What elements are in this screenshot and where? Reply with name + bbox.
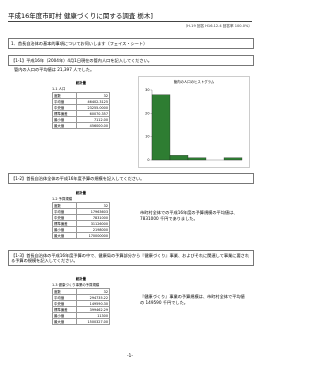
y-tick-label: 10 [145, 135, 149, 139]
table-label: 1-2 予算規模 [52, 197, 73, 201]
y-tick-label: 0 [147, 158, 149, 162]
table: 度数 32 平均値 294735.22 中央値 149590.30 標準偏差 399462.2… [52, 288, 111, 325]
table-caption: 統計量 [75, 81, 87, 85]
table: 度数 32 平均値 17963603 中央値 7831000 標準偏差 31126000 最小値… [51, 202, 110, 239]
title-rule [8, 21, 252, 22]
question: 【1-1】平成16年（2004年）4月1日現在の管内人口を記入してください。 [8, 55, 254, 66]
cell-label: 最大値 [51, 232, 78, 239]
cell-value: 1500327.00 [75, 318, 111, 325]
table-caption: 統計量 [75, 277, 87, 281]
bar [169, 155, 189, 161]
y-tick-label: 20 [145, 111, 149, 115]
stats-table: 統計量 1-2 予算規模 度数 32 平均値 17963603 中央値 7831000 標準偏差… [51, 190, 110, 239]
bar [223, 157, 243, 161]
question: 【1-3】首長自治体の平成16年度予算の中で、健康局の予算部分から『健康づくり』… [8, 250, 254, 266]
section-heading: 1．首長自治体の基本的事項についてお伺いします（フェイス・シート） [8, 38, 254, 49]
cell-label: 最大値 [52, 318, 77, 325]
y-tick-label: 30 [145, 88, 149, 92]
title: 平成16年度市町村 健康づくりに関する調査 栃木] [8, 12, 153, 20]
answer: 『健康づくり』事業の予算規模は、市町村全体で平均値の 149590 千円でした。 [140, 294, 245, 305]
cell-label: 最大値 [52, 122, 77, 129]
table-row: 最大値 456000.00 [52, 122, 111, 129]
answer: 市町村全体での平成16年度の予算規模の平均値は、7831000 千円でありました… [140, 210, 238, 221]
cell-value: 456000.00 [75, 122, 111, 129]
bar [151, 94, 171, 161]
table-row: 最大値 170000000 [51, 232, 110, 239]
page: 平成16年度市町村 健康づくりに関する調査 栃木] （H-19 回答 H16.1… [8, 12, 254, 359]
table-caption: 統計量 [75, 191, 87, 195]
table-label: 1-1 人口 [52, 87, 66, 91]
table-label: 1-3 健康づくり事業の予算規模 [52, 283, 100, 287]
stats-table: 統計量 1-1 人口 度数 32 平均値 46402.3125 中央値 23255.0000 標… [52, 80, 111, 129]
stats-table: 統計量 1-3 健康づくり事業の予算規模 度数 32 平均値 294735.22 中央値 14… [52, 276, 111, 325]
table: 度数 32 平均値 46402.3125 中央値 23255.0000 標準偏差 60070.… [52, 92, 111, 129]
bar [187, 157, 207, 161]
page-number: -1- [126, 354, 134, 359]
answer: 管内の人口の平均値は 21,397 人でした。 [14, 67, 95, 72]
chart-title: 管内の人口のヒストグラム [174, 79, 215, 84]
question: 【1-2】首長自治体全体の平成16年度予算の規模を記入してください。 [8, 173, 254, 184]
note: （H-19 回答 H16.12.4 回答率 100.0%） [183, 24, 252, 28]
table-row: 最大値 1500327.00 [52, 318, 111, 325]
histogram: 管内の人口のヒストグラム 0 10 20 30 [138, 76, 250, 168]
cell-value: 170000000 [76, 232, 110, 239]
